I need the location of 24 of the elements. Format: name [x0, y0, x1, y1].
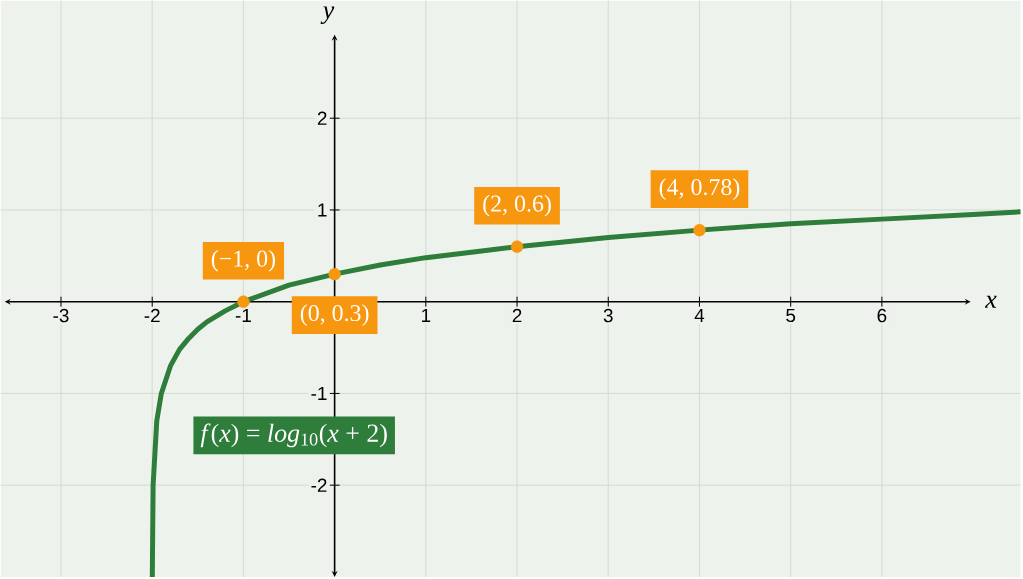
x-tick-label: -3 — [53, 308, 69, 323]
x-tick-label: 5 — [786, 308, 796, 322]
text: f(x) = log$_{10}$(x + 2) — [200, 423, 387, 447]
x-tick-label: 6 — [877, 308, 887, 323]
annotation: (4, 0.78) — [659, 178, 740, 200]
x-tick-label: 3 — [603, 308, 613, 323]
y-tick-label: -1 — [311, 386, 327, 400]
y-tick-label: 1 — [318, 203, 327, 217]
y-tick-label: -2 — [311, 478, 327, 492]
point — [693, 223, 706, 237]
x-tick-label: 2 — [512, 308, 522, 322]
annotation: (2, 0.6) — [483, 194, 551, 217]
annotation: (0, 0.3) — [300, 304, 369, 326]
y-tick-label: 2 — [317, 111, 327, 125]
x-tick-label: 4 — [694, 308, 705, 322]
annotation: (−1, 0) — [211, 249, 276, 272]
x-tick-label: -1 — [235, 308, 251, 322]
point — [328, 267, 341, 281]
x-axis-title: x — [984, 295, 997, 308]
point — [510, 240, 524, 253]
y-axis-title: y — [320, 6, 335, 24]
x-tick-label: -2 — [144, 308, 160, 322]
point — [237, 295, 250, 308]
x-tick-label: 1 — [422, 308, 431, 322]
